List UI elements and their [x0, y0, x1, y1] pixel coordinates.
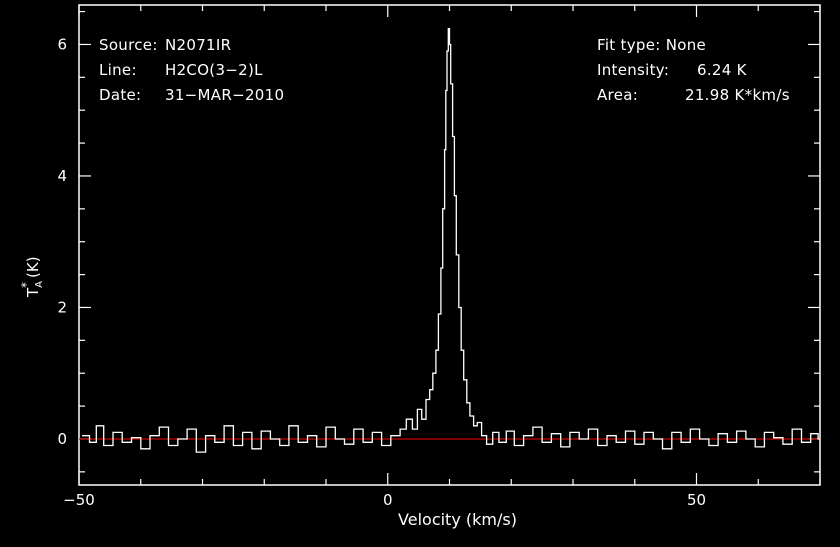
info-line-value: H2CO(3−2)L — [165, 61, 263, 79]
x-axis-label: Velocity (km/s) — [398, 510, 517, 529]
y-axis-label-sup: * — [19, 282, 33, 288]
info-source: Source: N2071IR — [99, 36, 231, 54]
info-area-value: 21.98 K*km/s — [685, 86, 790, 104]
info-fit-type-label: Fit type: — [597, 36, 661, 54]
y-tick-label: 6 — [57, 35, 67, 53]
info-intensity: Intensity: 6.24 K — [597, 61, 747, 79]
x-tick-label: −50 — [63, 491, 95, 509]
axis-tick-labels: −50 0 50 0 2 4 6 — [57, 35, 706, 509]
y-tick-label: 4 — [57, 167, 67, 185]
info-area-label: Area: — [597, 86, 639, 104]
info-intensity-value: 6.24 K — [697, 61, 747, 79]
info-date: Date: 31−MAR−2010 — [99, 86, 284, 104]
y-axis-label: TA* (K) — [19, 256, 45, 298]
info-source-value: N2071IR — [165, 36, 232, 54]
info-intensity-label: Intensity: — [597, 61, 670, 79]
info-fit-type: Fit type: None — [597, 36, 706, 54]
info-line: Line: H2CO(3−2)L — [99, 61, 263, 79]
info-source-label: Source: — [99, 36, 158, 54]
info-date-label: Date: — [99, 86, 142, 104]
spectrum-series-line — [82, 28, 820, 453]
info-date-value: 31−MAR−2010 — [165, 86, 285, 104]
y-axis-label-unit: (K) — [24, 256, 42, 278]
y-tick-label: 2 — [57, 298, 67, 316]
info-area: Area: 21.98 K*km/s — [597, 86, 790, 104]
y-axis-label-base: T — [24, 287, 42, 298]
info-fit-type-value: None — [665, 36, 707, 54]
x-tick-label: 0 — [383, 491, 393, 509]
x-tick-label: 50 — [687, 491, 706, 509]
y-tick-label: 0 — [57, 430, 67, 448]
info-line-label: Line: — [99, 61, 137, 79]
y-axis-label-sub: A — [34, 281, 45, 288]
